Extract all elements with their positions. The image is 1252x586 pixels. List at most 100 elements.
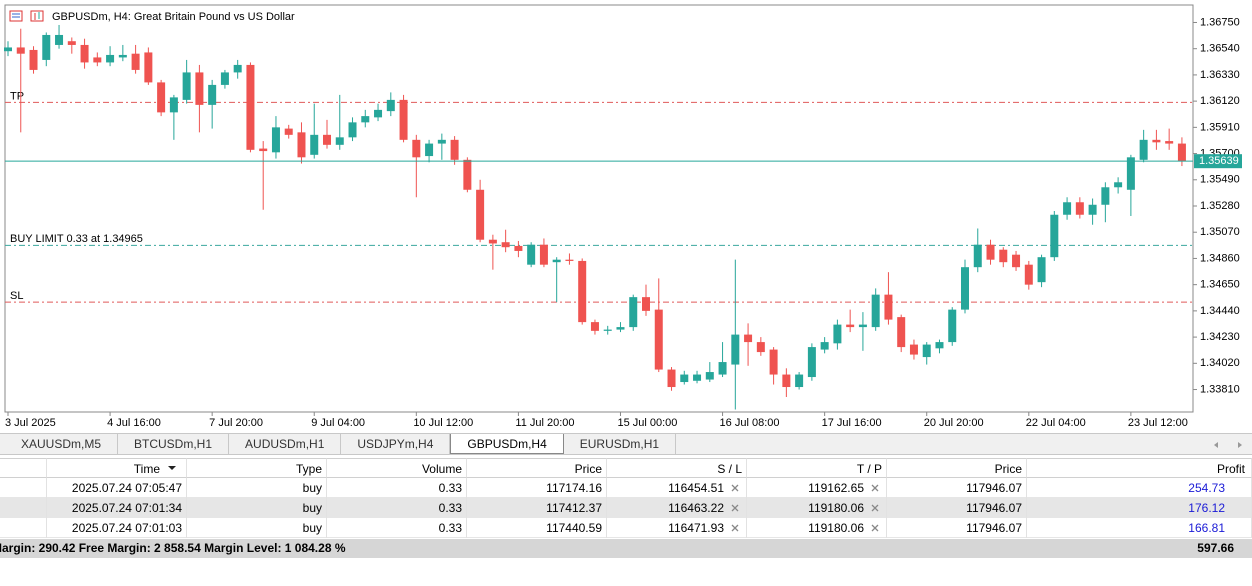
candle-body: [1165, 141, 1174, 144]
tab-scroll[interactable]: [1210, 440, 1246, 450]
table-cell: 117440.59: [467, 518, 607, 538]
y-tick-label: 1.35280: [1200, 200, 1240, 212]
candle-body: [118, 54, 127, 58]
candle-body: [1024, 264, 1033, 285]
column-header[interactable]: Price: [467, 458, 607, 478]
candle-body: [858, 324, 867, 328]
chart-tab[interactable]: BTCUSDm,H1: [118, 434, 230, 454]
column-header[interactable]: S / L: [607, 458, 747, 478]
candle-body: [233, 64, 242, 73]
candle-body: [208, 84, 217, 105]
candle-body: [80, 44, 89, 63]
candle-body: [361, 116, 370, 123]
status-bar: Margin: 290.42 Free Margin: 2 858.54 Mar…: [0, 539, 1252, 558]
table-cell: 116454.51: [607, 478, 747, 498]
table-cell: 2025.07.24 07:05:47: [47, 478, 187, 498]
table-cell: 117174.16: [467, 478, 607, 498]
candle-body: [756, 342, 765, 353]
candle-body: [55, 34, 64, 45]
table-cell: 176.12: [1027, 498, 1252, 518]
candle-body: [1050, 214, 1059, 258]
candle-body: [999, 249, 1008, 263]
chart-tab[interactable]: GBPUSDm,H4: [450, 434, 564, 454]
candle-body: [259, 148, 268, 152]
candle-body: [846, 324, 855, 328]
chart-tab[interactable]: EURUSDm,H1: [564, 434, 677, 454]
candle-body: [1101, 187, 1110, 205]
scroll-left[interactable]: [1214, 442, 1218, 448]
chart-tab[interactable]: USDJPYm,H4: [341, 434, 451, 454]
current-price-label: 1.35639: [1199, 155, 1239, 167]
candle-body: [948, 309, 957, 343]
y-tick-label: 1.36750: [1200, 16, 1240, 28]
table-cell: 0.33: [327, 478, 467, 498]
account-summary: Margin: 290.42 Free Margin: 2 858.54 Mar…: [0, 541, 346, 555]
table-row[interactable]: [0, 478, 1252, 498]
candle-body: [565, 259, 574, 261]
candle-body: [667, 369, 676, 388]
candle-body: [1063, 202, 1072, 215]
chart-tab[interactable]: XAUUSDm,M5: [5, 434, 119, 454]
candle-body: [578, 260, 587, 323]
candle-body: [769, 349, 778, 375]
candle-body: [1037, 257, 1046, 283]
candle-body: [1139, 139, 1148, 160]
candle-body: [654, 309, 663, 370]
candle-body: [642, 297, 650, 311]
candle-body: [514, 245, 523, 251]
candle-body: [323, 134, 331, 145]
y-tick-label: 1.34020: [1200, 357, 1240, 369]
column-header[interactable]: Volume: [327, 458, 467, 478]
candle-body: [527, 244, 536, 265]
candle-body: [501, 242, 510, 248]
y-tick-label: 1.36330: [1200, 69, 1240, 81]
chart-icons: [9, 10, 44, 22]
candle-body: [718, 362, 727, 375]
chart: GBPUSDm, H4: Great Britain Pound vs US D…: [4, 4, 1242, 429]
y-tick-label: 1.34650: [1200, 279, 1240, 291]
candle-body: [476, 189, 485, 240]
candle-body: [1177, 143, 1186, 162]
candle-body: [335, 137, 344, 145]
candle-body: [450, 139, 459, 160]
candle-body: [4, 47, 12, 52]
column-header[interactable]: T / P: [747, 458, 887, 478]
chart-tab[interactable]: AUDUSDm,H1: [229, 434, 342, 454]
candle-body: [182, 72, 191, 100]
candle-body: [807, 347, 816, 378]
table-cell: 117412.37: [467, 498, 607, 518]
column-header[interactable]: Price: [887, 458, 1027, 478]
candle-body: [833, 324, 842, 344]
table-row[interactable]: [0, 498, 1252, 518]
row-cell: [0, 498, 47, 518]
candle-body: [590, 322, 599, 331]
table-cell: 0.33: [327, 498, 467, 518]
candle-body: [284, 128, 293, 135]
x-tick-label: 16 Jul 08:00: [720, 417, 780, 429]
x-tick-label: 3 Jul 2025: [5, 417, 56, 429]
candle-body: [106, 54, 115, 63]
candle-body: [93, 57, 102, 63]
candle-body: [297, 132, 306, 158]
row-cell: [0, 478, 47, 498]
x-tick-label: 23 Jul 12:00: [1128, 417, 1188, 429]
icon: [30, 10, 44, 22]
candle-body: [1126, 157, 1135, 190]
column-header[interactable]: Time: [47, 458, 187, 478]
candle-body: [374, 109, 383, 118]
column-header[interactable]: Type: [187, 458, 327, 478]
candle-body: [386, 99, 395, 112]
candle-body: [463, 159, 472, 190]
candle-body: [1012, 254, 1021, 268]
chart-frame: [4, 4, 1194, 413]
scroll-right[interactable]: [1238, 442, 1242, 448]
order-level-label: BUY LIMIT 0.33 at 1.34965: [10, 233, 143, 245]
candle-body: [348, 122, 357, 138]
candle-body: [220, 72, 229, 85]
candle-body: [897, 317, 906, 348]
column-header[interactable]: Profit: [1027, 458, 1252, 478]
candle-body: [67, 41, 76, 45]
candle-body: [782, 374, 791, 388]
table-row[interactable]: [0, 518, 1252, 538]
